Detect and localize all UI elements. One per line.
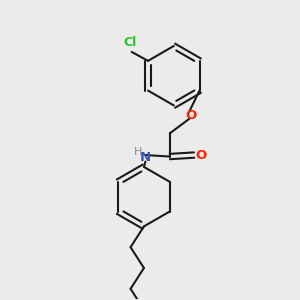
Text: O: O bbox=[186, 109, 197, 122]
Text: H: H bbox=[134, 147, 142, 157]
Text: Cl: Cl bbox=[124, 36, 137, 49]
Text: N: N bbox=[140, 151, 151, 164]
Text: O: O bbox=[195, 148, 206, 162]
